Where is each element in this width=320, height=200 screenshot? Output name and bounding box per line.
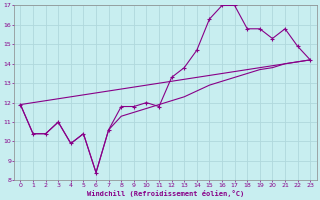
X-axis label: Windchill (Refroidissement éolien,°C): Windchill (Refroidissement éolien,°C) — [87, 190, 244, 197]
